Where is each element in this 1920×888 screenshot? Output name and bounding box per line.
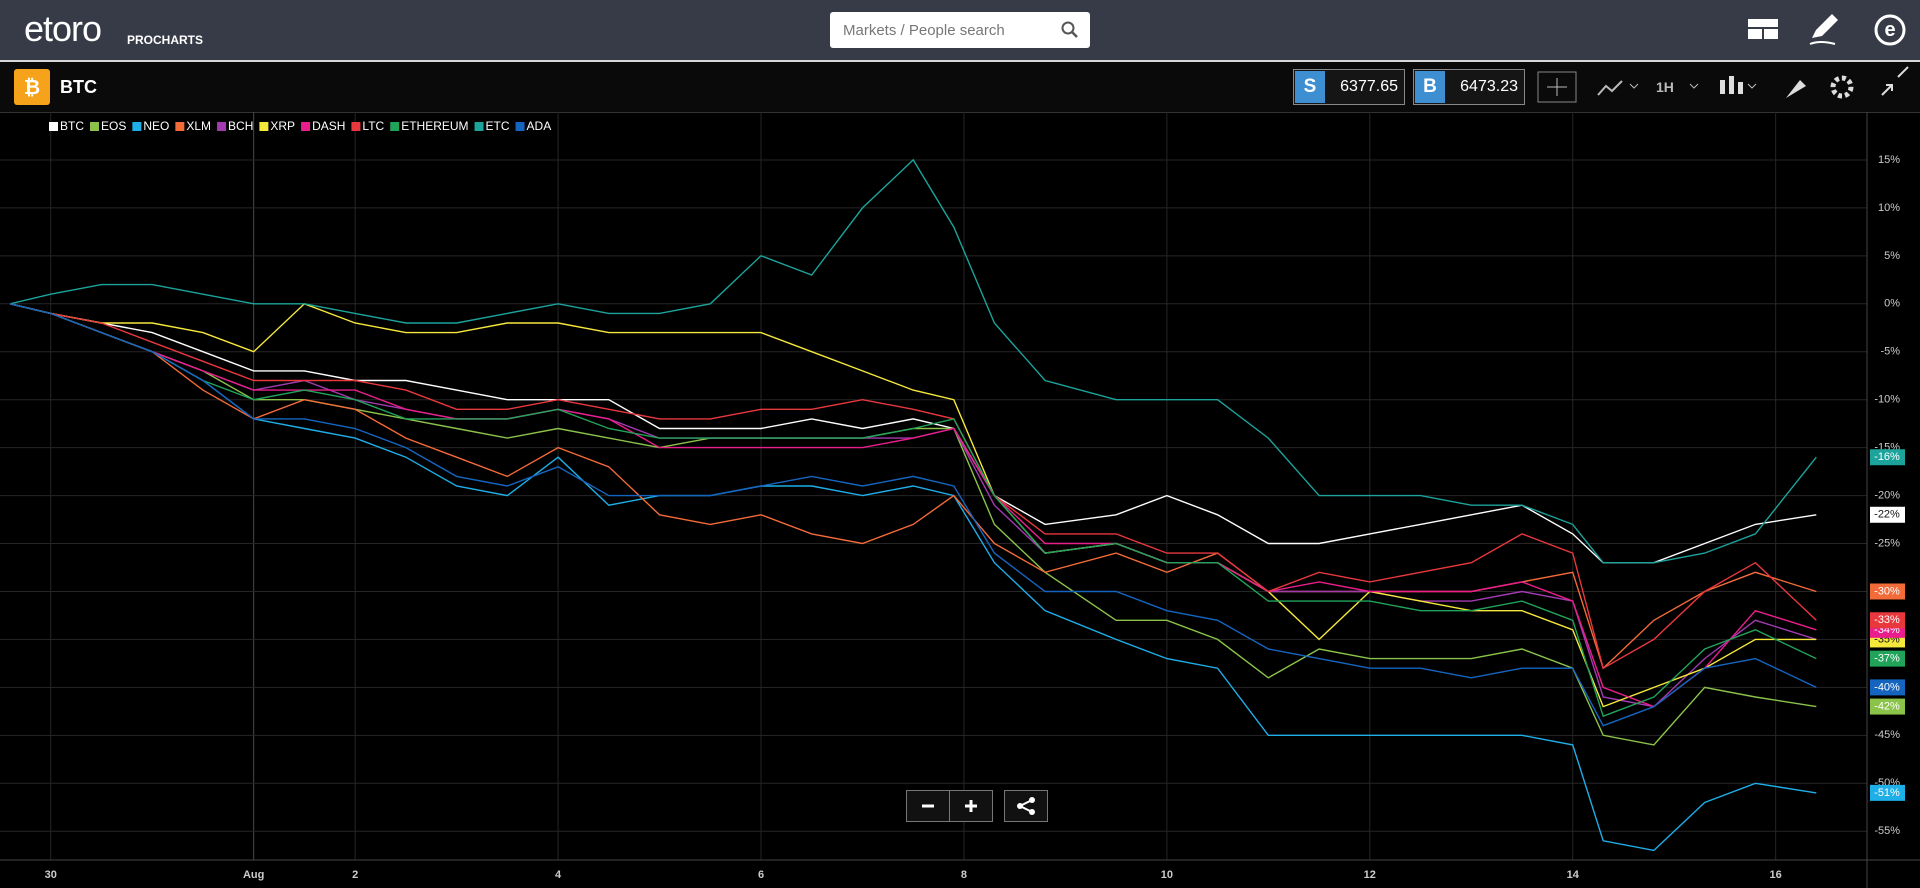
svg-text:₿: ₿ (24, 77, 40, 99)
end-label-box (1870, 698, 1905, 715)
end-label: -37% (1874, 653, 1900, 665)
x-tick-label: 16 (1770, 869, 1782, 881)
end-label: -42% (1874, 700, 1900, 712)
end-label-box (1870, 612, 1905, 629)
top-icons[interactable]: e (1740, 0, 1920, 60)
legend-swatch (259, 122, 269, 131)
svg-text:e: e (1884, 19, 1895, 41)
end-label: -33% (1874, 614, 1900, 626)
end-label: -22% (1874, 509, 1900, 521)
series-line (9, 303, 1817, 852)
y-tick-label: 5% (1884, 250, 1900, 262)
end-label-box (1870, 650, 1905, 667)
legend-swatch (217, 122, 227, 131)
x-tick-label: 4 (555, 869, 562, 881)
y-tick-label: -20% (1874, 489, 1900, 501)
legend-label: BTC (60, 119, 84, 133)
x-tick-label: 12 (1364, 869, 1376, 881)
legend-swatch (49, 122, 58, 131)
search-icon[interactable] (1060, 20, 1080, 40)
end-label-box (1870, 506, 1905, 523)
legend-label: BCH (228, 119, 253, 133)
buy-price: 6473.23 (1460, 78, 1518, 95)
end-label: -51% (1874, 787, 1900, 799)
series-line (9, 303, 1817, 708)
end-label-box (1870, 784, 1905, 801)
legend-label: LTC (362, 119, 384, 133)
series-line (9, 158, 1817, 564)
sell-button[interactable]: S 6377.65 (1293, 69, 1405, 105)
timeframe[interactable]: 1H (1656, 79, 1674, 95)
legend-swatch (474, 122, 484, 131)
end-label-box (1870, 583, 1905, 600)
zoom-in[interactable] (949, 790, 993, 822)
search-box[interactable]: Markets / People search (830, 12, 1090, 48)
series-line (9, 303, 1817, 708)
y-tick-label: -55% (1874, 825, 1900, 837)
legend-swatch (351, 122, 361, 131)
buy-button[interactable]: B 6473.23 (1413, 69, 1525, 105)
x-tick-label: 10 (1161, 869, 1173, 881)
y-tick-label: -5% (1880, 346, 1900, 358)
legend-swatch (390, 122, 400, 131)
chart-tools[interactable] (1530, 62, 1920, 112)
sell-tag: S (1295, 71, 1325, 103)
share[interactable] (1004, 790, 1048, 822)
y-tick-label: 0% (1884, 298, 1900, 310)
btc-icon: ₿ (14, 69, 50, 105)
x-tick-label: Aug (243, 869, 264, 881)
buy-tag: B (1415, 71, 1445, 103)
x-tick-label: 14 (1567, 869, 1580, 881)
symbol: BTC (60, 77, 97, 97)
legend-label: EOS (101, 119, 126, 133)
top-bar: etoro PROCHARTS Markets / People search … (0, 0, 1920, 62)
legend-label: ETC (486, 119, 510, 133)
chart: 30 Aug 2 4 6 8 10 12 14 1615%10%5%0%-5%-10%-15%-2… (0, 112, 1920, 888)
x-tick-label: 8 (961, 869, 967, 881)
logo[interactable]: etoro (24, 8, 102, 49)
legend-label: DASH (312, 119, 345, 133)
series-line (9, 303, 1817, 670)
legend-label: XRP (270, 119, 295, 133)
series-line (9, 303, 1817, 727)
y-tick-label: -25% (1874, 537, 1900, 549)
sell-price: 6377.65 (1340, 78, 1398, 95)
search-placeholder: Markets / People search (843, 22, 1005, 39)
legend-label: ADA (527, 119, 552, 133)
x-tick-label: 6 (758, 869, 764, 881)
series-line (9, 303, 1817, 718)
end-label: -30% (1874, 585, 1900, 597)
legend-swatch (132, 122, 142, 131)
end-label: -40% (1874, 681, 1900, 693)
end-label-box (1870, 679, 1905, 696)
legend-swatch (90, 122, 99, 131)
legend-swatch (301, 122, 311, 131)
y-tick-label: 10% (1878, 202, 1900, 214)
end-label-box (1870, 449, 1905, 466)
series-line (9, 302, 1817, 708)
y-tick-label: -45% (1874, 729, 1900, 741)
y-tick-label: -10% (1874, 394, 1900, 406)
x-tick-label: 2 (352, 869, 358, 881)
instrument-bar: ₿ BTC S 6377.65 B 6473.23 1H (0, 62, 1920, 113)
y-tick-label: 15% (1878, 154, 1900, 166)
legend-label: ETHEREUM (401, 119, 468, 133)
end-label: -16% (1874, 451, 1900, 463)
legend-label: NEO (143, 119, 169, 133)
zoom-out[interactable] (906, 790, 950, 822)
x-tick-label: 30 (45, 869, 57, 881)
legend-label: XLM (186, 119, 211, 133)
legend-swatch (175, 122, 185, 131)
product-name: PROCHARTS (127, 33, 204, 47)
legend-swatch (515, 122, 525, 131)
